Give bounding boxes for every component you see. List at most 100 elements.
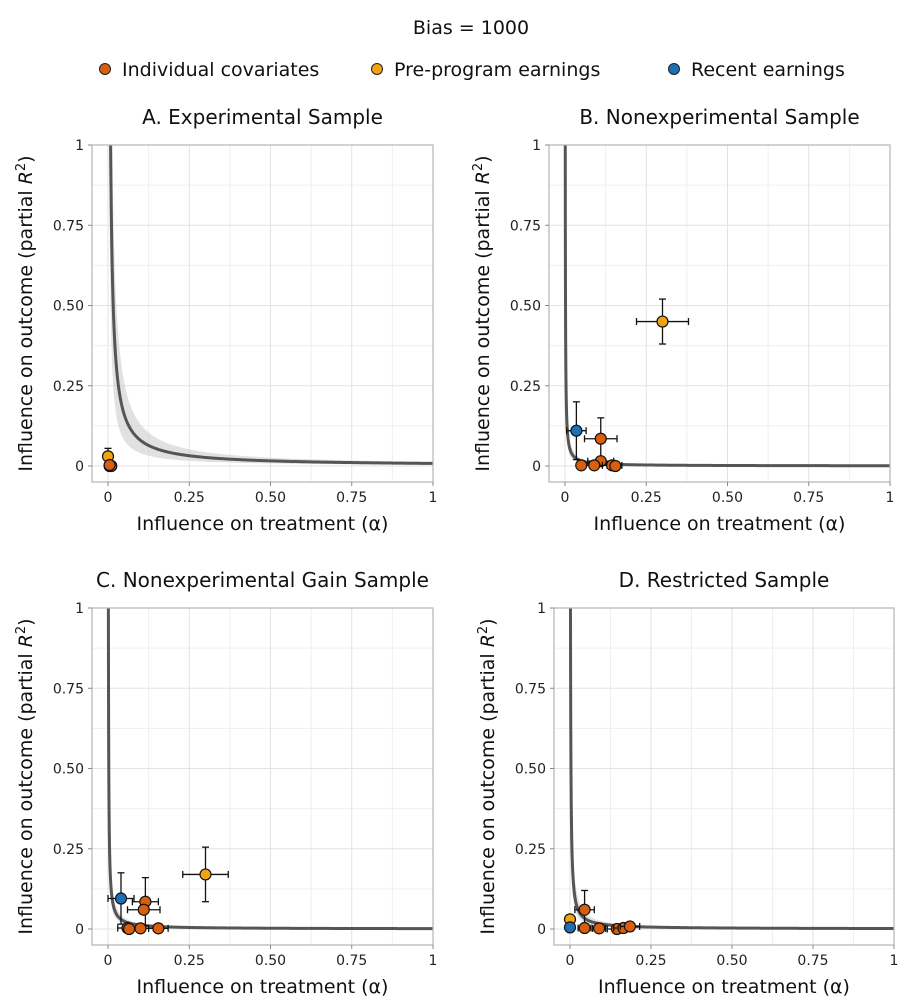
panel-title: A. Experimental Sample xyxy=(142,105,383,129)
plot-frame xyxy=(91,144,434,483)
y-tick-label: 0.25 xyxy=(53,379,84,395)
panel-title: D. Restricted Sample xyxy=(619,568,830,592)
x-tick-label: 0.25 xyxy=(631,490,662,506)
data-point-marker xyxy=(123,922,136,936)
x-tick-label: 0.75 xyxy=(336,953,367,969)
legend-marker-individual-covariates xyxy=(99,63,111,75)
data-point xyxy=(123,922,136,936)
y-tick-label: 0.75 xyxy=(510,218,541,234)
legend-marker-recent-earnings xyxy=(668,63,680,75)
bias-contour-curve xyxy=(106,608,433,931)
x-tick-label: 0.25 xyxy=(174,490,205,506)
y-tick-label: 1 xyxy=(75,138,84,154)
legend-label-recent-earnings: Recent earnings xyxy=(691,59,845,81)
plot-data xyxy=(563,608,894,936)
data-point-marker xyxy=(199,868,212,881)
plot-frame xyxy=(91,607,434,946)
data-point-marker xyxy=(134,922,147,935)
legend-marker-pre-program-earnings xyxy=(371,63,383,75)
y-tick-label: 0.25 xyxy=(510,379,541,395)
x-tick-label: 0.25 xyxy=(635,953,666,969)
chart-panel-1: 0 0 0.25 0.25 0.50 0.50 0.75 0.75 1 1 A. Experimen… xyxy=(14,105,438,535)
data-point-marker xyxy=(152,922,165,935)
x-tick-label: 1 xyxy=(890,953,899,969)
x-axis-label: Influence on treatment (α) xyxy=(594,513,846,535)
y-tick-label: 0 xyxy=(537,922,546,938)
plot-data xyxy=(101,145,433,473)
x-tick-label: 0.50 xyxy=(255,953,286,969)
data-point-marker xyxy=(593,922,606,935)
panels: 0 0 0.25 0.25 0.50 0.50 0.75 0.75 1 1 A. Experimen… xyxy=(14,105,899,998)
x-tick-label: 0.25 xyxy=(174,953,205,969)
y-tick-label: 1 xyxy=(532,138,541,154)
data-point xyxy=(619,920,641,933)
y-tick-label: 0.50 xyxy=(515,762,546,778)
data-point xyxy=(575,459,588,472)
plot-data xyxy=(563,145,890,473)
y-tick-label: 0 xyxy=(532,459,541,475)
panel-title: B. Nonexperimental Sample xyxy=(579,105,859,129)
data-point-marker xyxy=(563,921,577,934)
data-point xyxy=(592,922,607,935)
data-point xyxy=(126,903,161,916)
x-tick-label: 1 xyxy=(886,490,895,506)
x-tick-label: 0 xyxy=(104,490,113,506)
x-tick-label: 0 xyxy=(104,953,113,969)
confidence-band xyxy=(109,145,433,465)
legend-item-individual-covariates: Individual covariates xyxy=(99,59,319,81)
data-point xyxy=(107,872,135,925)
x-axis-label: Influence on treatment (α) xyxy=(137,513,389,535)
data-point-marker xyxy=(609,459,622,473)
x-tick-label: 0.50 xyxy=(716,953,747,969)
x-tick-label: 0 xyxy=(561,490,570,506)
plot-frame xyxy=(553,607,895,946)
y-tick-label: 0.25 xyxy=(53,842,84,858)
legend-label-individual-covariates: Individual covariates xyxy=(122,59,319,81)
y-tick-label: 0.75 xyxy=(53,218,84,234)
x-tick-label: 0.50 xyxy=(255,490,286,506)
x-tick-label: 1 xyxy=(429,953,438,969)
y-tick-label: 0 xyxy=(75,922,84,938)
legend: Individual covariates Pre-program earnin… xyxy=(99,59,845,81)
data-point-marker xyxy=(575,459,588,472)
data-point-marker xyxy=(137,903,150,916)
data-point xyxy=(577,921,592,935)
x-tick-label: 0.75 xyxy=(336,490,367,506)
data-point-marker xyxy=(570,424,583,437)
data-point xyxy=(182,846,229,903)
y-axis-label: Influence on outcome (partial R2) xyxy=(471,155,495,471)
y-tick-label: 0.25 xyxy=(515,842,546,858)
bias-contour-curve xyxy=(563,145,890,468)
legend-label-pre-program-earnings: Pre-program earnings xyxy=(394,59,600,81)
x-tick-label: 0.50 xyxy=(712,490,743,506)
panel-title: C. Nonexperimental Gain Sample xyxy=(96,568,429,592)
y-tick-label: 0.75 xyxy=(53,681,84,697)
data-point-marker xyxy=(103,458,116,472)
x-axis-label: Influence on treatment (α) xyxy=(137,976,389,998)
y-tick-label: 1 xyxy=(537,601,546,617)
figure-title: Bias = 1000 xyxy=(413,17,529,39)
gridlines xyxy=(92,144,434,482)
data-point xyxy=(583,417,618,461)
legend-item-pre-program-earnings: Pre-program earnings xyxy=(371,59,600,81)
bias-contour-curve xyxy=(568,608,894,931)
data-point xyxy=(103,458,116,472)
data-point xyxy=(609,459,622,473)
data-point-marker xyxy=(578,903,591,916)
data-point xyxy=(147,922,169,935)
plot-frame xyxy=(548,144,891,483)
data-point xyxy=(565,401,587,461)
y-tick-label: 0.50 xyxy=(53,299,84,315)
data-point-marker xyxy=(623,920,637,933)
plot-area xyxy=(92,608,433,945)
x-axis-label: Influence on treatment (α) xyxy=(598,976,850,998)
bias-contour-curve xyxy=(109,145,433,465)
legend-item-recent-earnings: Recent earnings xyxy=(668,59,845,81)
data-point xyxy=(635,298,690,345)
x-tick-label: 1 xyxy=(429,490,438,506)
y-tick-label: 0.50 xyxy=(53,762,84,778)
y-tick-label: 0 xyxy=(75,459,84,475)
plot-area xyxy=(554,608,894,945)
chart-panel-2: 0 0 0.25 0.25 0.50 0.50 0.75 0.75 1 1 B. Nonexperi… xyxy=(471,105,895,535)
